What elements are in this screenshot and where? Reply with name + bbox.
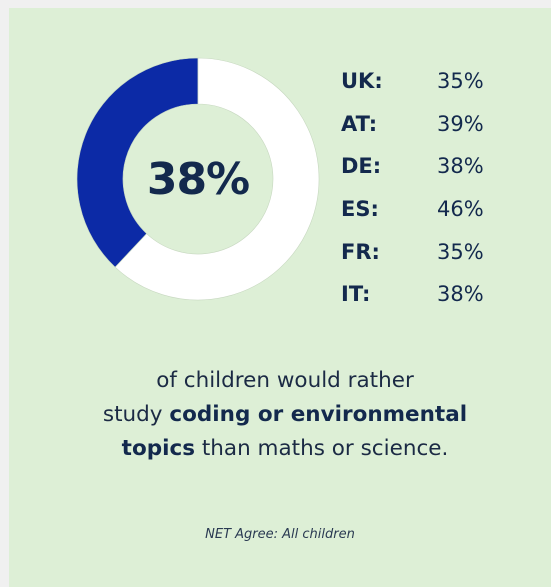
caption-line-2-prefix: study bbox=[102, 402, 170, 427]
donut-chart bbox=[76, 57, 320, 301]
country-value: 38% bbox=[437, 282, 484, 307]
breakdown-row: FR: 35% bbox=[341, 230, 501, 273]
caption-line-3-suffix: than maths or science. bbox=[195, 436, 449, 461]
country-label: UK: bbox=[341, 69, 383, 94]
caption-line-3-bold: topics bbox=[121, 436, 196, 461]
breakdown-row: AT: 39% bbox=[341, 103, 501, 146]
country-breakdown: UK: 35% AT: 39% DE: 38% ES: 46% FR: 35% … bbox=[341, 60, 501, 316]
country-label: FR: bbox=[341, 239, 380, 264]
country-value: 35% bbox=[437, 69, 484, 94]
headline-percentage: 38% bbox=[146, 153, 250, 205]
country-value: 38% bbox=[437, 154, 484, 179]
donut-slice-rest bbox=[114, 57, 320, 301]
caption-line-2-bold: coding or environmental bbox=[169, 402, 468, 427]
breakdown-row: IT: 38% bbox=[341, 273, 501, 316]
breakdown-row: DE: 38% bbox=[341, 145, 501, 188]
country-label: IT: bbox=[341, 282, 371, 307]
country-value: 35% bbox=[437, 239, 484, 264]
country-value: 46% bbox=[437, 197, 484, 222]
breakdown-row: UK: 35% bbox=[341, 60, 501, 103]
donut-slice-agree bbox=[76, 57, 199, 268]
country-label: ES: bbox=[341, 197, 379, 222]
breakdown-row: ES: 46% bbox=[341, 188, 501, 231]
country-label: DE: bbox=[341, 154, 382, 179]
caption: of children would rather study coding or… bbox=[20, 364, 550, 466]
caption-line-1: of children would rather bbox=[156, 368, 414, 393]
country-label: AT: bbox=[341, 111, 378, 136]
country-value: 39% bbox=[437, 111, 484, 136]
footnote: NET Agree: All children bbox=[205, 527, 355, 542]
